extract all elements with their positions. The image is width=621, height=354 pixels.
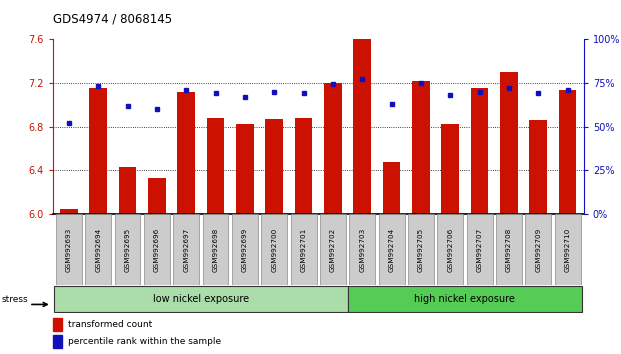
FancyBboxPatch shape <box>350 214 375 285</box>
FancyBboxPatch shape <box>379 214 404 285</box>
Bar <box>178 91 195 214</box>
FancyBboxPatch shape <box>85 214 111 285</box>
FancyBboxPatch shape <box>408 214 434 285</box>
Bar <box>442 124 459 214</box>
Text: GSM992708: GSM992708 <box>506 227 512 272</box>
Text: GSM992695: GSM992695 <box>125 227 130 272</box>
Bar <box>412 81 430 214</box>
Text: GSM992702: GSM992702 <box>330 227 336 272</box>
FancyBboxPatch shape <box>555 214 581 285</box>
Bar <box>265 119 283 214</box>
Bar <box>119 167 137 214</box>
Text: GSM992709: GSM992709 <box>535 227 542 272</box>
Text: GSM992710: GSM992710 <box>564 227 571 272</box>
FancyBboxPatch shape <box>144 214 170 285</box>
Text: GSM992694: GSM992694 <box>95 227 101 272</box>
Bar <box>559 90 576 214</box>
Bar <box>53 335 62 348</box>
FancyBboxPatch shape <box>348 286 582 312</box>
Bar <box>530 120 547 214</box>
Bar <box>500 72 518 214</box>
Bar <box>89 88 107 214</box>
Text: GSM992699: GSM992699 <box>242 227 248 272</box>
FancyBboxPatch shape <box>437 214 463 285</box>
Text: GSM992693: GSM992693 <box>66 227 72 272</box>
FancyBboxPatch shape <box>232 214 258 285</box>
FancyBboxPatch shape <box>115 214 140 285</box>
Bar <box>53 318 62 331</box>
Text: percentile rank within the sample: percentile rank within the sample <box>68 337 221 346</box>
Bar <box>236 124 254 214</box>
Bar <box>295 118 312 214</box>
FancyBboxPatch shape <box>54 286 348 312</box>
Text: GSM992703: GSM992703 <box>360 227 365 272</box>
Text: GSM992700: GSM992700 <box>271 227 277 272</box>
Text: GSM992707: GSM992707 <box>476 227 483 272</box>
Bar <box>148 178 166 214</box>
FancyBboxPatch shape <box>261 214 287 285</box>
Text: GSM992697: GSM992697 <box>183 227 189 272</box>
Text: stress: stress <box>1 295 28 304</box>
Bar <box>383 161 401 214</box>
Text: low nickel exposure: low nickel exposure <box>153 293 249 304</box>
FancyBboxPatch shape <box>467 214 492 285</box>
Text: GSM992704: GSM992704 <box>389 227 394 272</box>
FancyBboxPatch shape <box>320 214 346 285</box>
Text: GSM992706: GSM992706 <box>447 227 453 272</box>
Text: high nickel exposure: high nickel exposure <box>414 293 515 304</box>
Text: GSM992701: GSM992701 <box>301 227 307 272</box>
Bar <box>207 118 224 214</box>
FancyBboxPatch shape <box>525 214 551 285</box>
Bar <box>471 88 488 214</box>
FancyBboxPatch shape <box>496 214 522 285</box>
Bar <box>60 209 78 214</box>
Text: transformed count: transformed count <box>68 320 152 329</box>
Bar <box>353 39 371 214</box>
Text: GSM992705: GSM992705 <box>418 227 424 272</box>
Bar <box>324 83 342 214</box>
Text: GSM992696: GSM992696 <box>154 227 160 272</box>
FancyBboxPatch shape <box>56 214 82 285</box>
Text: GDS4974 / 8068145: GDS4974 / 8068145 <box>53 12 172 25</box>
FancyBboxPatch shape <box>173 214 199 285</box>
FancyBboxPatch shape <box>202 214 229 285</box>
FancyBboxPatch shape <box>291 214 317 285</box>
Text: GSM992698: GSM992698 <box>212 227 219 272</box>
